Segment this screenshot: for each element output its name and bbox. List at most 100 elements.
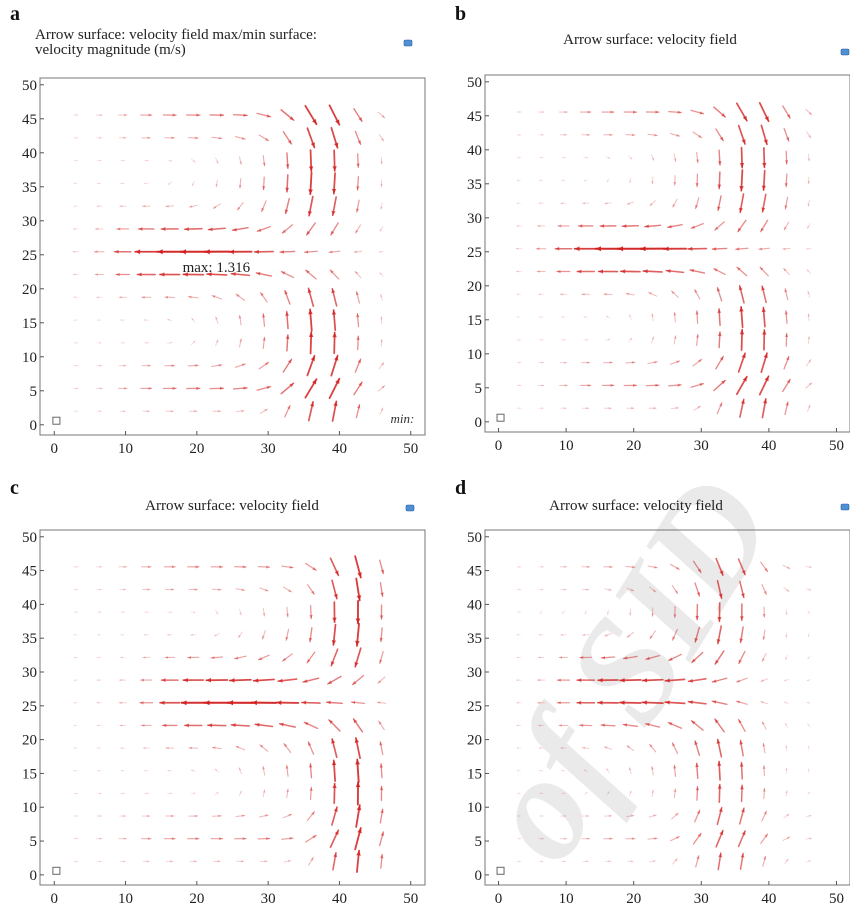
- arrow-head: [740, 593, 745, 598]
- velocity-arrow: [629, 177, 632, 184]
- arrow-head: [645, 656, 650, 661]
- arrow-head: [301, 700, 307, 705]
- arrow-head: [355, 271, 359, 275]
- y-tick-label: 10: [467, 800, 482, 816]
- velocity-arrow: [259, 587, 269, 592]
- velocity-arrow: [191, 180, 195, 187]
- arrow-head: [204, 249, 210, 255]
- arrow-head: [541, 588, 544, 591]
- arrow-head: [144, 769, 147, 772]
- arrow-head: [717, 184, 722, 189]
- arrow-head: [123, 565, 127, 569]
- arrow-head: [195, 364, 199, 368]
- velocity-arrow: [805, 588, 812, 591]
- arrow-head: [760, 701, 764, 704]
- arrow-head: [124, 113, 127, 117]
- velocity-arrow: [806, 404, 811, 412]
- arrow-head: [214, 768, 218, 772]
- velocity-arrow: [806, 269, 811, 274]
- arrow-head: [518, 361, 522, 364]
- arrow-head: [192, 159, 196, 163]
- arrow-head: [282, 229, 287, 234]
- arrow-head: [627, 634, 631, 638]
- arrow-head: [582, 746, 586, 750]
- arrow-head: [332, 617, 337, 623]
- velocity-arrow: [696, 151, 699, 164]
- arrow-head: [354, 738, 360, 744]
- arrow-head: [311, 590, 315, 595]
- arrow-head: [695, 159, 700, 163]
- arrow-head: [541, 110, 545, 114]
- arrow-head: [238, 315, 242, 319]
- arrow-head: [541, 837, 544, 840]
- velocity-arrow: [690, 383, 705, 388]
- arrow-head: [673, 614, 677, 618]
- velocity-arrow: [167, 181, 173, 186]
- velocity-arrow: [782, 247, 791, 250]
- arrow-head: [651, 313, 654, 317]
- arrow-head: [808, 134, 811, 138]
- arrow-head: [739, 638, 744, 643]
- y-tick-label: 10: [22, 800, 37, 816]
- arrow-head: [264, 860, 268, 863]
- arrow-head: [75, 792, 78, 795]
- arrow-head: [329, 250, 333, 254]
- velocity-arrow: [284, 404, 291, 418]
- velocity-arrow: [262, 176, 265, 191]
- arrow-head: [215, 183, 218, 187]
- arrow-head: [237, 206, 241, 210]
- arrow-head: [287, 139, 292, 144]
- velocity-arrow: [670, 407, 679, 410]
- arrow-head: [234, 656, 239, 660]
- y-tick-label: 50: [467, 75, 482, 91]
- arrow-head: [259, 744, 264, 749]
- arrow-head: [629, 314, 632, 318]
- velocity-arrow: [716, 402, 723, 415]
- arrow-head: [516, 656, 519, 659]
- velocity-arrow: [628, 155, 633, 160]
- arrow-head: [630, 588, 634, 592]
- arrow-head: [786, 588, 790, 592]
- arrow-head: [719, 136, 724, 141]
- arrow-head: [165, 656, 169, 659]
- arrow-head: [651, 336, 655, 340]
- arrow-head: [308, 309, 313, 315]
- arrow-head: [717, 161, 722, 166]
- arrow-head: [537, 224, 541, 228]
- arrow-head: [285, 636, 289, 641]
- arrow-head: [698, 134, 702, 138]
- velocity-arrow: [694, 809, 701, 823]
- arrow-head: [264, 362, 269, 366]
- arrow-head: [73, 227, 76, 231]
- arrow-head: [601, 655, 606, 660]
- y-tick-label: 35: [467, 177, 482, 193]
- velocity-arrow: [379, 651, 384, 664]
- velocity-arrow: [673, 764, 677, 777]
- arrow-head: [171, 565, 176, 569]
- arrow-head: [739, 762, 744, 767]
- arrow-head: [355, 208, 360, 213]
- arrow-head: [289, 836, 294, 841]
- arrow-head: [358, 382, 363, 387]
- velocity-arrow: [167, 341, 173, 344]
- arrow-head: [331, 760, 337, 766]
- arrow-head: [379, 615, 384, 620]
- velocity-arrow: [761, 653, 767, 662]
- velocity-arrow: [673, 335, 677, 345]
- velocity-arrow: [215, 179, 218, 188]
- velocity-arrow: [736, 266, 748, 277]
- arrow-head: [73, 656, 76, 659]
- y-tick-label: 20: [22, 282, 37, 298]
- arrow-head: [712, 247, 717, 251]
- velocity-arrow: [283, 860, 292, 863]
- arrow-head: [516, 746, 519, 750]
- arrow-head: [331, 640, 337, 645]
- arrow-head: [539, 179, 542, 182]
- arrow-head: [585, 338, 589, 341]
- velocity-arrow: [784, 654, 789, 661]
- velocity-arrow: [628, 337, 633, 343]
- velocity-arrow: [190, 158, 196, 163]
- y-tick-label: 0: [30, 418, 38, 434]
- arrow-head: [654, 360, 658, 364]
- arrow-head: [696, 810, 700, 815]
